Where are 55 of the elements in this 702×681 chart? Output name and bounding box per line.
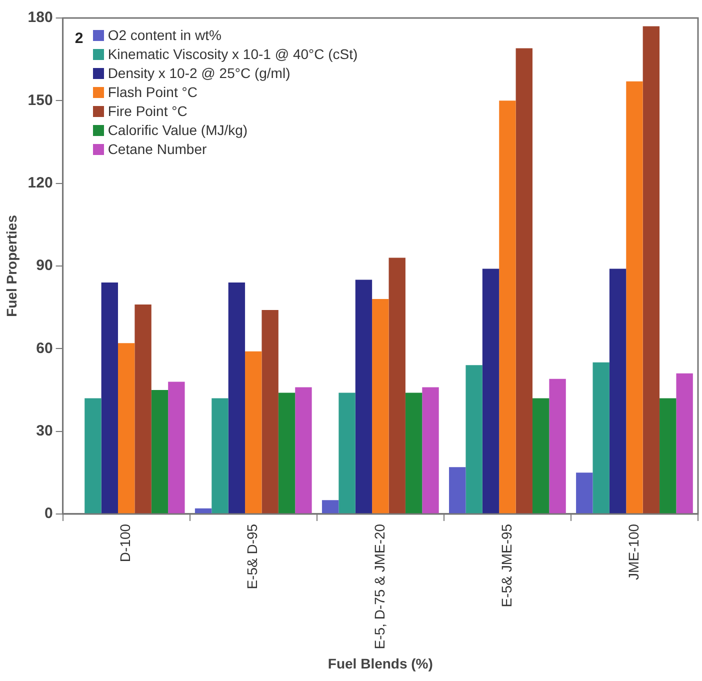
x-tick-label: E-5& JME-95 [498, 524, 514, 608]
x-tick-label: D-100 [117, 524, 134, 562]
y-tick-label: 180 [28, 9, 53, 26]
bar [355, 280, 372, 514]
bar [576, 472, 593, 514]
legend-label: Flash Point °C [108, 83, 198, 102]
bar [262, 310, 278, 514]
bar [609, 268, 626, 514]
y-tick-label: 0 [44, 505, 53, 522]
bar [592, 362, 610, 514]
x-tick-label: E-5& D-95 [244, 524, 260, 590]
bar [372, 299, 389, 514]
bar [338, 392, 356, 514]
bar [422, 387, 439, 514]
bar [449, 467, 466, 514]
legend-label: Kinematic Viscosity x 10-1 @ 40°C (cSt) [108, 45, 358, 64]
annotation: 2 [74, 30, 84, 47]
bar [84, 398, 102, 514]
bar [212, 398, 228, 514]
legend-label: Fire Point °C [108, 102, 188, 121]
y-axis-title: Fuel Properties [3, 214, 20, 317]
bar [168, 382, 185, 514]
bar [278, 392, 296, 514]
bar [516, 48, 532, 514]
bar [295, 387, 312, 514]
bar [499, 100, 516, 514]
bar [101, 282, 118, 514]
x-tick-label: E-5, D-75 & JME-20 [371, 524, 388, 650]
bar [482, 268, 500, 514]
y-tick-label: 60 [36, 340, 53, 357]
x-axis-title: Fuel Blends (%) [328, 655, 433, 672]
bar [151, 390, 168, 514]
legend-label: Calorific Value (MJ/kg) [108, 121, 248, 140]
bar [466, 365, 482, 514]
bar [322, 500, 339, 514]
y-tick-label: 120 [28, 174, 53, 192]
bar [532, 398, 550, 514]
bar [642, 26, 660, 514]
x-tick-label: JME-100 [625, 524, 642, 580]
legend-label: Cetane Number [108, 140, 207, 159]
bar [676, 373, 693, 514]
y-tick-label: 150 [28, 92, 53, 109]
bar [245, 351, 262, 514]
bar [405, 392, 422, 514]
y-tick-label: 30 [36, 422, 53, 440]
bar [118, 343, 135, 514]
bar [388, 258, 406, 514]
bar [660, 398, 676, 514]
y-tick-label: 90 [36, 257, 53, 274]
bar [626, 81, 643, 514]
legend-label: Density x 10-2 @ 25°C (g/ml) [108, 64, 290, 83]
bar [134, 304, 152, 514]
legend-label: O2 content in wt% [108, 26, 222, 45]
bar [549, 378, 566, 514]
bar [228, 282, 246, 514]
